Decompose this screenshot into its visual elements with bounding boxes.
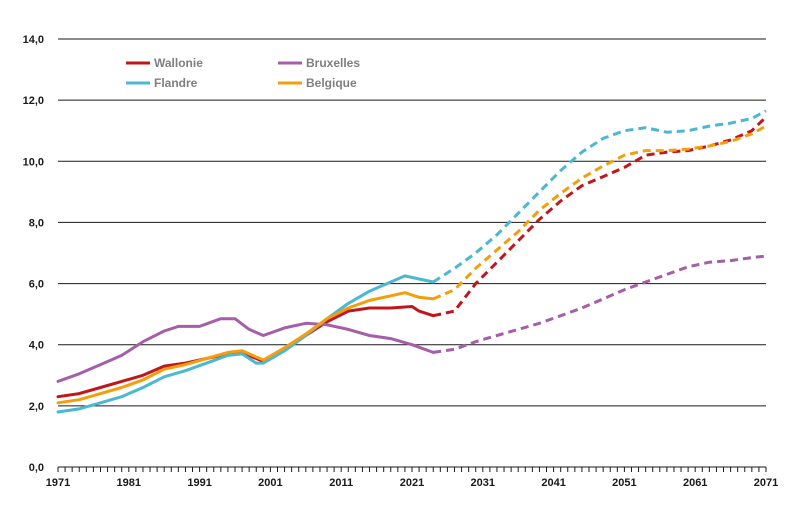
x-tick-label: 1981 xyxy=(117,477,141,489)
x-axis: 1971 1981 1991 2001 2011 2021 2031 2041 2051 2061… xyxy=(46,466,778,489)
legend: Wallonie Flandre Bruxelles Belgique xyxy=(126,56,360,90)
legend-label-flandre: Flandre xyxy=(154,76,198,90)
x-tick-label: 2021 xyxy=(400,477,424,489)
y-tick-label: 8,0 xyxy=(29,217,44,229)
y-tick-label: 6,0 xyxy=(29,279,44,291)
x-tick-label: 2071 xyxy=(754,477,778,489)
legend-label-bruxelles: Bruxelles xyxy=(306,56,360,70)
x-tick-label: 2051 xyxy=(612,477,636,489)
series-line-belgique-projected xyxy=(432,124,767,301)
y-tick-label: 14,0 xyxy=(23,34,44,46)
y-tick-label: 12,0 xyxy=(23,95,44,107)
series-lines xyxy=(56,109,768,414)
y-axis-tick-labels: 0,0 2,0 4,0 6,0 8,0 10,0 12,0 14,0 xyxy=(23,34,44,474)
series-line-bruxelles-projected xyxy=(432,254,767,354)
x-tick-label: 2001 xyxy=(258,477,282,489)
series-line-bruxelles-observed xyxy=(56,317,435,383)
gridlines xyxy=(58,38,766,407)
x-tick-label: 2011 xyxy=(329,477,353,489)
y-tick-label: 4,0 xyxy=(29,340,44,352)
y-tick-label: 10,0 xyxy=(23,156,44,168)
legend-label-belgique: Belgique xyxy=(306,76,357,90)
series-line-belgique-observed xyxy=(56,291,435,405)
series-line-flandre-observed xyxy=(56,274,435,414)
x-tick-label: 1991 xyxy=(187,477,211,489)
x-tick-label: 1971 xyxy=(46,477,70,489)
series-line-flandre-projected xyxy=(432,109,767,284)
x-tick-label: 2031 xyxy=(471,477,495,489)
y-tick-label: 2,0 xyxy=(29,401,44,413)
series-line-wallonie-projected xyxy=(432,115,768,318)
legend-label-wallonie: Wallonie xyxy=(154,56,203,70)
y-tick-label: 0,0 xyxy=(29,462,44,474)
x-tick-label: 2061 xyxy=(683,477,707,489)
x-tick-label: 2041 xyxy=(541,477,565,489)
